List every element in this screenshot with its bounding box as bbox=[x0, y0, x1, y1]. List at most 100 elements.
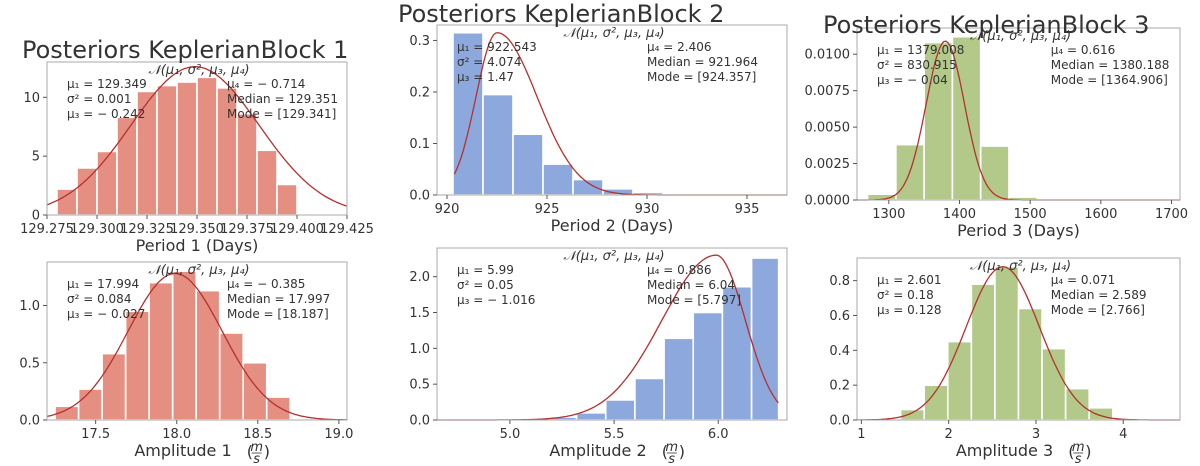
y-tick-label: 0.8 bbox=[829, 274, 850, 289]
x-axis-unit: (ms) bbox=[247, 440, 270, 466]
x-tick-label: 129.275 bbox=[20, 222, 74, 237]
stat-left-3: μ₃ = 1.47 bbox=[457, 70, 514, 84]
histogram-bar bbox=[96, 150, 118, 216]
stat-left-1: μ₁ = 17.994 bbox=[67, 277, 139, 291]
stat-left-2: σ² = 0.18 bbox=[877, 288, 934, 302]
distribution-label: 𝒩(μ₁, σ², μ₃, μ₄) bbox=[563, 26, 664, 41]
x-tick-label: 1600 bbox=[1084, 207, 1117, 222]
y-tick-label: 0.1 bbox=[409, 137, 430, 152]
histogram-bar bbox=[56, 188, 78, 216]
x-tick-label: 920 bbox=[435, 202, 460, 217]
unit-denominator: s bbox=[1075, 452, 1082, 466]
chart-panel-6: 1 2 3 4 0.0 0.2 0.4 0.6 0.8 Amplitude 3 (ms) 𝒩(μ₁, … bbox=[829, 257, 1181, 466]
histogram-bar bbox=[572, 178, 604, 196]
y-tick-label: 0.0 bbox=[409, 414, 430, 429]
histogram-bar bbox=[256, 149, 278, 216]
histogram-bar bbox=[196, 76, 218, 216]
x-tick-label: 925 bbox=[535, 202, 560, 217]
distribution-label: 𝒩(μ₁, σ², μ₃, μ₄) bbox=[148, 63, 249, 78]
stat-left-3: μ₃ = − 1.016 bbox=[457, 293, 535, 307]
histogram-bar bbox=[604, 399, 636, 421]
unit-paren-close: ) bbox=[264, 442, 270, 461]
stat-left-1: μ₁ = 2.601 bbox=[877, 273, 941, 287]
chart-title: Posteriors KeplerianBlock 3 bbox=[823, 11, 1149, 39]
unit-numerator: m bbox=[250, 440, 263, 455]
chart-panel-4: 17.5 18.0 18.5 19.0 0.0 0.5 1.0 Amplitude 1 (ms)… bbox=[19, 261, 353, 466]
y-tick-label: 0.0 bbox=[829, 414, 850, 429]
axes-frame bbox=[856, 257, 1181, 421]
x-tick-label: 2 bbox=[945, 427, 953, 442]
histogram-bar bbox=[176, 81, 198, 216]
y-tick-label: 0.2 bbox=[829, 379, 850, 394]
x-tick-label: 930 bbox=[635, 202, 660, 217]
y-tick-label: 0.0050 bbox=[805, 121, 851, 136]
y-tick-label: 0.2 bbox=[409, 85, 430, 100]
histogram-bar bbox=[101, 352, 127, 421]
unit-denominator: s bbox=[253, 452, 260, 466]
histogram-bar bbox=[634, 377, 665, 421]
x-tick-label: 129.350 bbox=[170, 222, 224, 237]
stat-left-2: σ² = 830.915 bbox=[877, 58, 957, 72]
y-tick-label: 0.3 bbox=[409, 34, 430, 49]
stat-right-1: μ₄ = − 0.385 bbox=[227, 277, 305, 291]
histogram-bar bbox=[899, 408, 926, 421]
histogram-bar bbox=[116, 116, 138, 216]
y-tick-label: 0.0000 bbox=[805, 194, 851, 209]
histogram-bar bbox=[195, 289, 221, 421]
x-axis-unit: (ms) bbox=[662, 440, 685, 466]
y-tick-label: 0.0 bbox=[19, 414, 40, 429]
unit-numerator: m bbox=[665, 440, 678, 455]
stat-left-3: μ₃ = − 0.242 bbox=[67, 107, 145, 121]
stat-right-1: μ₄ = 0.886 bbox=[647, 263, 711, 277]
x-tick-label: 1500 bbox=[1014, 207, 1047, 222]
x-axis-label: Amplitude 1 bbox=[134, 441, 231, 460]
unit-paren-open: ( bbox=[1068, 442, 1074, 461]
x-tick-label: 4 bbox=[1119, 427, 1127, 442]
x-axis-label: Period 3 (Days) bbox=[957, 221, 1080, 240]
histogram-bar bbox=[951, 35, 982, 201]
x-tick-label: 5.0 bbox=[500, 427, 521, 442]
histogram-bar bbox=[77, 388, 103, 421]
chart-title: Posteriors KeplerianBlock 1 bbox=[22, 36, 348, 64]
histogram-bar bbox=[148, 281, 174, 421]
histogram-bar bbox=[542, 163, 574, 196]
y-tick-label: 0.0 bbox=[409, 189, 430, 204]
x-axis-label: Amplitude 2 bbox=[549, 441, 646, 460]
x-axis-label: Amplitude 3 bbox=[956, 441, 1053, 460]
x-tick-label: 6.0 bbox=[708, 427, 729, 442]
histogram-bar bbox=[236, 112, 258, 216]
stat-left-3: μ₃ = − 0.04 bbox=[877, 73, 948, 87]
stat-right-1: μ₄ = 0.616 bbox=[1051, 43, 1115, 57]
x-tick-label: 129.300 bbox=[70, 222, 124, 237]
x-tick-label: 18.5 bbox=[243, 427, 272, 442]
histogram-bar bbox=[242, 361, 268, 421]
y-tick-label: 1.0 bbox=[409, 342, 430, 357]
x-tick-label: 129.375 bbox=[220, 222, 274, 237]
unit-numerator: m bbox=[1072, 440, 1085, 455]
stat-left-2: σ² = 0.084 bbox=[67, 292, 131, 306]
histogram-bar bbox=[721, 285, 753, 421]
histogram-bar bbox=[750, 257, 780, 421]
histogram-bar bbox=[218, 332, 245, 421]
x-tick-label: 129.425 bbox=[320, 222, 374, 237]
stat-right-2: Median = 921.964 bbox=[647, 55, 758, 69]
y-tick-label: 1.5 bbox=[409, 306, 430, 321]
stat-left-2: σ² = 0.05 bbox=[457, 278, 514, 292]
histogram-bar bbox=[171, 270, 197, 421]
x-tick-label: 129.400 bbox=[270, 222, 324, 237]
histogram-bar bbox=[1064, 387, 1091, 421]
unit-paren-close: ) bbox=[1085, 442, 1091, 461]
y-tick-label: 0.5 bbox=[409, 378, 430, 393]
x-tick-label: 1700 bbox=[1155, 207, 1188, 222]
stat-left-1: μ₁ = 1379.008 bbox=[877, 43, 964, 57]
chart-title: Posteriors KeplerianBlock 2 bbox=[398, 0, 724, 28]
stat-left-3: μ₃ = − 0.027 bbox=[67, 307, 145, 321]
axes-frame bbox=[856, 27, 1181, 201]
x-tick-label: 1300 bbox=[872, 207, 905, 222]
x-tick-label: 19.0 bbox=[324, 427, 353, 442]
histogram-bar bbox=[1041, 347, 1067, 421]
stat-left-2: σ² = 0.001 bbox=[67, 92, 131, 106]
axes-frame bbox=[46, 261, 348, 421]
y-tick-label: 0.6 bbox=[829, 309, 850, 324]
